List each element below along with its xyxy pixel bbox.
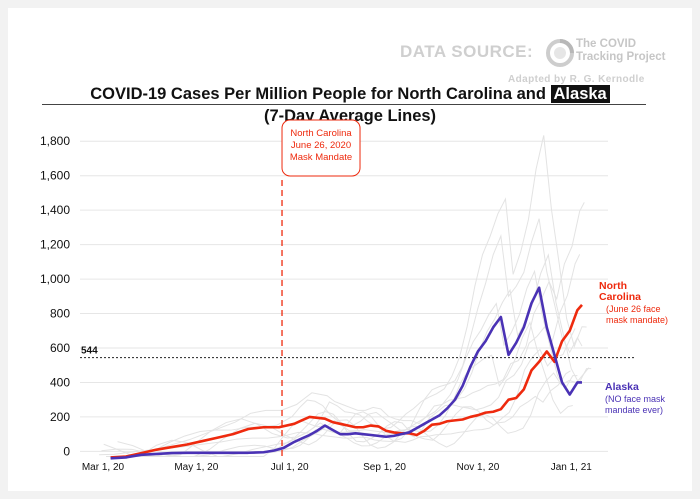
other-state-line: [101, 321, 573, 458]
y-tick-label: 800: [50, 307, 70, 321]
credit-text: Adapted by R. G. Kernodle: [508, 74, 645, 85]
mask-mandate-callout-line3: Mask Mandate: [290, 152, 352, 163]
other-state-line: [108, 254, 581, 458]
y-tick-label: 200: [50, 410, 70, 424]
mask-mandate-callout-line2: June 26, 2020: [291, 140, 351, 151]
north-carolina-label-line1: North: [599, 280, 627, 292]
y-tick-label: 400: [50, 375, 70, 389]
x-tick-label: May 1, 20: [174, 462, 218, 473]
data-source-banner: DATA SOURCE: The COVID Tracking Project …: [400, 22, 690, 85]
chart-title-line1: COVID-19 Cases Per Million People for No…: [8, 84, 692, 104]
y-tick-label: 0: [63, 444, 70, 458]
y-tick-label: 1,600: [40, 169, 70, 183]
other-state-line: [110, 218, 583, 458]
chart-page: DATA SOURCE: The COVID Tracking Project …: [8, 8, 692, 491]
mask-mandate-callout-line1: North Carolina: [290, 128, 352, 139]
y-tick-label: 1,800: [40, 134, 70, 148]
chart-title-highlight: Alaska: [550, 85, 610, 103]
other-state-line: [106, 269, 578, 458]
alaska-label: Alaska: [605, 381, 639, 393]
chart-title-text: COVID-19 Cases Per Million People for No…: [90, 85, 551, 103]
other-state-line: [112, 202, 585, 458]
alaska-note-line2: mandate ever): [605, 405, 663, 415]
data-source-label: DATA SOURCE:: [400, 42, 534, 61]
y-tick-label: 1,400: [40, 203, 70, 217]
other-state-line: [115, 135, 587, 458]
x-tick-label: Mar 1, 20: [82, 462, 125, 473]
mask-mandate-callout-box: [281, 119, 361, 177]
x-tick-label: Sep 1, 20: [363, 462, 406, 473]
covid-tracking-logo-icon: [546, 39, 574, 72]
north-carolina-note-line2: mask mandate): [606, 315, 668, 325]
data-source-org-line1: The COVID: [576, 38, 637, 50]
alaska-note-line1: (NO face mask: [605, 394, 666, 404]
y-tick-label: 1,000: [40, 272, 70, 286]
north-carolina-note-line1: (June 26 face: [606, 304, 661, 314]
title-underline: [42, 104, 646, 105]
alaska-line: [110, 286, 582, 460]
other-state-line: [103, 328, 576, 458]
x-tick-label: Jul 1, 20: [271, 462, 309, 473]
data-source-org: The COVID Tracking Project: [576, 38, 686, 64]
reference-line-label: 544: [81, 346, 98, 357]
y-tick-label: 1,200: [40, 238, 70, 252]
data-source-org-line2: Tracking Project: [576, 51, 666, 63]
chart-title: COVID-19 Cases Per Million People for No…: [8, 84, 692, 104]
north-carolina-line: [110, 304, 583, 459]
north-carolina-label-line2: Carolina: [599, 291, 641, 303]
x-tick-label: Nov 1, 20: [457, 462, 500, 473]
line-chart: 0 200 400 600 800 1,000 1,200 1,400 1,600 1,800 Ma…: [40, 119, 668, 473]
x-tick-label: Jan 1, 21: [551, 462, 593, 473]
other-state-line: [99, 370, 571, 456]
y-tick-label: 600: [50, 341, 70, 355]
